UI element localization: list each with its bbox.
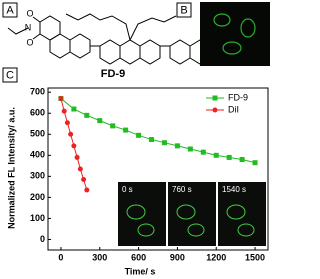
y-tick-label: 100 — [30, 213, 45, 223]
cell — [226, 204, 246, 220]
y-tick-label: 600 — [30, 108, 45, 118]
cell — [126, 204, 146, 220]
panel-box — [176, 2, 192, 18]
panel-label: A — [6, 4, 14, 16]
panel-label: C — [6, 69, 14, 81]
inset-label: 760 s — [172, 185, 192, 194]
cell — [187, 223, 205, 237]
compound-label: FD-9 — [101, 68, 125, 80]
structure — [7, 13, 211, 65]
legend-label: DiI — [228, 104, 239, 114]
x-tick-label: 1200 — [206, 252, 226, 262]
x-tick-label: 300 — [92, 252, 107, 262]
y-axis-label: Normalized FL Intensity/ a.u. — [6, 107, 16, 229]
cell — [237, 223, 255, 237]
cell — [176, 204, 196, 220]
x-tick-label: 600 — [131, 252, 146, 262]
series-line — [60, 98, 256, 164]
plot-frame — [47, 87, 269, 251]
chart: 0 300 600 900 1200 1500 0 100 200 300 400 500 600 700… — [30, 87, 269, 262]
x-tick-label: 900 — [170, 252, 185, 262]
marker — [252, 160, 258, 166]
y-tick-label: 500 — [30, 129, 45, 139]
x-tick-label: 1500 — [245, 252, 265, 262]
y-tick-label: 200 — [30, 192, 45, 202]
atom: O — [26, 37, 33, 47]
series-line — [60, 98, 88, 191]
legend-marker — [212, 107, 218, 113]
inset-label: 1540 s — [222, 185, 246, 194]
y-tick-label: 0 — [40, 234, 45, 244]
x-axis-label: Time/ s — [125, 266, 156, 276]
x-tick-label: 0 — [58, 252, 63, 262]
legend-marker — [212, 95, 218, 101]
figure: A O N O FD-9 B C Time/ s Normalized FL I… — [2, 2, 270, 276]
y-tick-label: 400 — [30, 150, 45, 160]
cell — [137, 223, 155, 237]
y-tick-label: 700 — [30, 87, 45, 97]
y-tick-label: 300 — [30, 171, 45, 181]
panel-box — [2, 67, 18, 83]
cells — [213, 13, 256, 55]
legend-label: FD-9 — [228, 92, 248, 102]
panel-label: B — [180, 4, 187, 16]
atom: O — [26, 8, 33, 18]
atom: N — [25, 22, 32, 32]
fluorescence-image — [200, 2, 270, 66]
panel-box — [2, 2, 18, 18]
inset-label: 0 s — [122, 185, 133, 194]
